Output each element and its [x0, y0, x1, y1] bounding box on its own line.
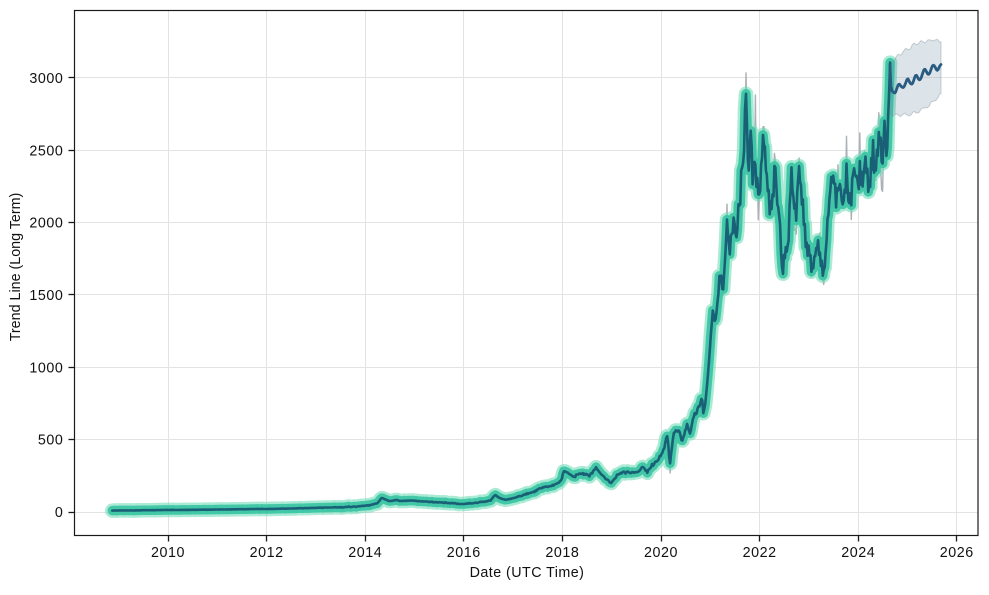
svg-text:2026: 2026 [940, 545, 974, 561]
svg-text:Trend Line (Long Term): Trend Line (Long Term) [8, 193, 24, 342]
svg-text:2500: 2500 [29, 143, 63, 159]
svg-text:3000: 3000 [29, 71, 63, 87]
svg-text:2014: 2014 [348, 545, 382, 561]
svg-text:1500: 1500 [29, 288, 63, 304]
svg-text:2018: 2018 [545, 545, 579, 561]
svg-text:2016: 2016 [447, 545, 481, 561]
svg-text:Date (UTC Time): Date (UTC Time) [470, 565, 585, 581]
svg-text:2012: 2012 [250, 545, 284, 561]
svg-text:2000: 2000 [29, 216, 63, 232]
svg-text:2024: 2024 [841, 545, 875, 561]
svg-text:2022: 2022 [743, 545, 777, 561]
svg-text:500: 500 [38, 433, 64, 449]
svg-text:1000: 1000 [29, 360, 63, 376]
svg-text:2020: 2020 [644, 545, 678, 561]
svg-text:0: 0 [55, 505, 64, 521]
svg-text:2010: 2010 [151, 545, 185, 561]
